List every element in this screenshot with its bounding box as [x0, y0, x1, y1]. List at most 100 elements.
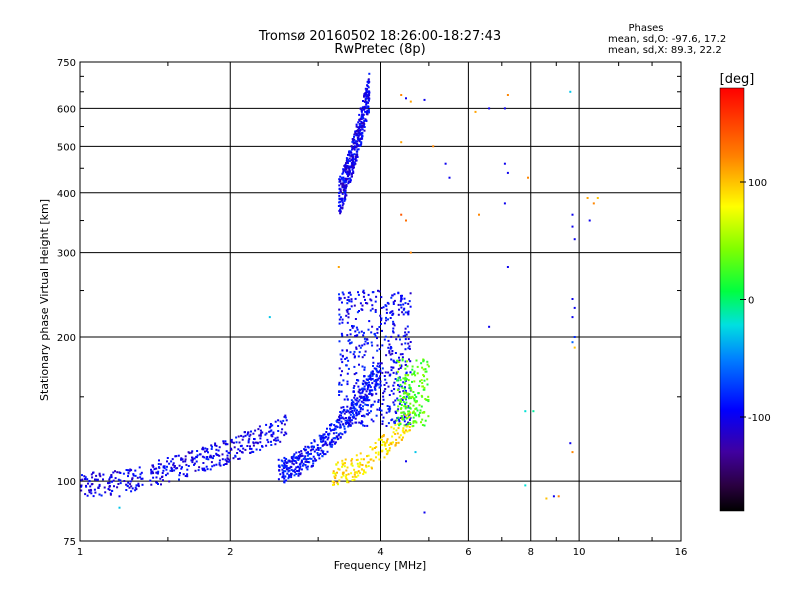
data-point-872: [322, 436, 324, 439]
data-point-2086: [338, 209, 341, 212]
data-point-70: [168, 480, 171, 483]
data-point-2102: [347, 162, 349, 165]
data-point-1418: [408, 426, 411, 428]
data-point-2210: [506, 266, 509, 268]
data-point-1913: [349, 179, 352, 182]
data-point-1184: [338, 383, 341, 386]
data-point-2164: [358, 125, 361, 128]
data-point-544: [351, 407, 354, 410]
data-point-110: [193, 463, 195, 466]
data-point-1701: [420, 394, 423, 397]
data-point-2181: [405, 97, 407, 100]
data-point-2120: [345, 194, 348, 197]
data-point-199: [247, 441, 250, 444]
data-point-71: [207, 451, 209, 454]
data-point-828: [306, 468, 309, 471]
data-point-2226: [268, 316, 271, 319]
data-point-1793: [365, 95, 368, 98]
data-point-1355: [393, 324, 396, 327]
data-point-626: [296, 470, 299, 472]
data-point-1978: [355, 130, 358, 132]
data-point-461: [376, 365, 379, 368]
data-point-2206: [409, 251, 412, 254]
data-point-1998: [348, 153, 351, 156]
data-point-1225: [383, 384, 386, 386]
data-point-797: [338, 433, 341, 436]
data-point-1745: [414, 412, 417, 415]
data-point-874: [349, 407, 352, 410]
data-point-794: [312, 462, 315, 465]
data-point-824: [287, 470, 290, 473]
data-point-1447: [404, 429, 407, 432]
data-point-738: [374, 388, 377, 391]
data-point-1388: [384, 335, 387, 338]
data-point-1736: [397, 405, 400, 408]
data-point-510: [312, 448, 315, 451]
x-tick-label-2: 4: [377, 547, 383, 558]
data-point-1226: [338, 367, 341, 370]
data-point-283: [136, 476, 139, 479]
data-point-2205: [405, 219, 407, 222]
data-point-1579: [371, 467, 373, 470]
data-point-2153: [361, 131, 364, 134]
data-point-1059: [339, 353, 342, 356]
data-point-781: [327, 433, 329, 436]
data-point-342: [252, 442, 255, 445]
data-point-609: [360, 400, 363, 403]
data-point-270: [178, 474, 181, 477]
data-point-35: [81, 474, 83, 477]
data-point-1387: [409, 371, 412, 374]
data-point-1125: [346, 299, 349, 301]
data-point-2155: [359, 137, 362, 140]
data-point-1239: [372, 403, 375, 406]
data-point-530: [286, 472, 289, 475]
data-point-979: [381, 371, 384, 374]
data-point-1720: [407, 413, 410, 416]
data-point-617: [290, 468, 293, 471]
data-point-330: [90, 492, 93, 495]
data-point-1134: [343, 425, 346, 428]
data-point-1925: [339, 175, 342, 178]
data-point-352: [186, 468, 189, 471]
data-point-799: [339, 432, 342, 435]
data-point-382: [132, 473, 135, 476]
data-point-2007: [345, 159, 348, 162]
data-point-897: [400, 298, 403, 301]
data-point-41: [152, 476, 155, 479]
data-point-314: [162, 479, 164, 482]
data-point-1028: [404, 389, 407, 392]
data-point-1992: [361, 124, 364, 127]
data-point-1336: [398, 359, 401, 362]
data-point-367: [138, 466, 141, 469]
data-point-1070: [391, 310, 394, 313]
data-point-1704: [408, 410, 410, 413]
data-point-248: [221, 453, 224, 456]
data-point-2106: [362, 113, 365, 116]
data-point-1365: [350, 298, 353, 301]
data-point-1554: [358, 471, 361, 474]
data-point-959: [365, 413, 368, 416]
data-point-125: [248, 435, 251, 438]
data-point-486: [366, 382, 369, 385]
data-point-860: [365, 378, 368, 381]
data-point-1741: [411, 425, 414, 428]
data-point-926: [400, 385, 403, 388]
data-point-436: [358, 398, 361, 401]
data-point-603: [319, 452, 322, 455]
data-point-293: [185, 463, 188, 466]
data-point-1960: [349, 165, 352, 168]
data-point-1255: [345, 314, 348, 317]
data-point-1182: [375, 392, 378, 395]
data-point-804: [333, 424, 336, 426]
data-point-584: [334, 441, 337, 444]
data-point-899: [363, 366, 366, 369]
data-point-755: [282, 471, 285, 474]
data-point-858: [354, 398, 357, 401]
data-point-2189: [400, 141, 403, 144]
data-point-2167: [365, 120, 368, 122]
data-point-1212: [340, 332, 343, 335]
data-point-1805: [339, 204, 342, 207]
data-point-1276: [363, 337, 366, 340]
data-point-1011: [409, 305, 412, 308]
data-point-509: [293, 474, 296, 477]
